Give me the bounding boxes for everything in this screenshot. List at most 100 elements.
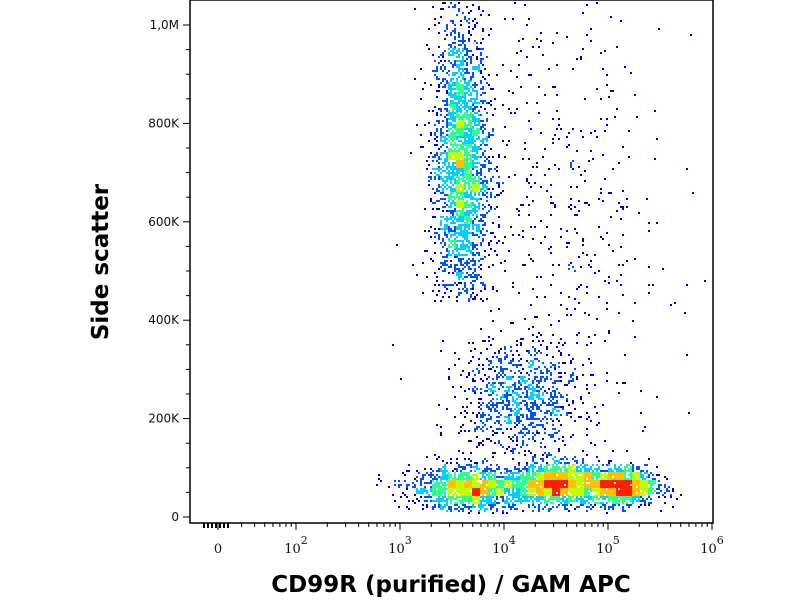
event-point [446,82,448,84]
event-point [474,234,476,236]
event-point [438,476,440,478]
event-point [442,506,444,508]
event-point [468,204,470,206]
event-point [434,192,436,194]
event-point [406,496,408,498]
event-point [576,494,578,496]
event-point [558,474,560,476]
event-point [450,92,452,94]
event-point [542,508,544,510]
event-point [452,230,454,232]
event-point [440,228,442,230]
event-point [460,192,462,194]
event-point [460,24,462,26]
event-point [468,218,470,220]
event-point [528,482,530,484]
event-point [456,462,458,464]
event-point [592,486,594,488]
event-point [650,486,652,488]
event-point [444,180,446,182]
event-point [518,210,520,212]
event-point [430,490,432,492]
event-point [444,202,446,204]
event-point [430,226,432,228]
event-point [426,456,428,458]
event-point [616,478,618,480]
event-point [462,246,464,248]
event-point [532,436,534,438]
event-point [436,424,438,426]
event-point [632,494,634,496]
event-point [448,178,450,180]
event-point [460,276,462,278]
event-point [454,508,456,510]
event-point [582,252,584,254]
event-point [550,414,552,416]
event-point [464,86,466,88]
event-point [512,364,514,366]
event-point [524,428,526,430]
event-point [606,232,608,234]
event-point [478,510,480,512]
event-point [552,488,554,490]
event-point [494,168,496,170]
event-point [510,70,512,72]
event-point [580,58,582,60]
event-point [530,396,532,398]
event-point [448,228,450,230]
event-point [580,492,582,494]
event-point [578,256,580,258]
event-point [516,468,518,470]
event-point [448,198,450,200]
event-point [452,216,454,218]
event-point [654,480,656,482]
event-point [620,206,622,208]
event-point [478,8,480,10]
event-point [444,506,446,508]
event-point [468,174,470,176]
event-point [546,492,548,494]
event-point [638,466,640,468]
event-point [504,352,506,354]
event-point [542,492,544,494]
event-point [450,100,452,102]
event-point [550,284,552,286]
event-point [550,246,552,248]
event-point [470,60,472,62]
event-point [458,288,460,290]
event-point [488,478,490,480]
event-point [554,494,556,496]
event-point [468,430,470,432]
event-point [636,500,638,502]
event-point [630,504,632,506]
event-point [442,216,444,218]
event-point [454,74,456,76]
event-point [454,134,456,136]
event-point [452,494,454,496]
event-point [470,114,472,116]
event-point [452,478,454,480]
event-point [424,82,426,84]
event-point [512,476,514,478]
event-point [648,480,650,482]
event-point [470,242,472,244]
event-point [448,118,450,120]
event-point [476,226,478,228]
event-point [478,128,480,130]
event-point [462,258,464,260]
event-point [498,184,500,186]
event-point [378,478,380,480]
event-point [448,156,450,158]
event-point [606,84,608,86]
event-point [468,502,470,504]
event-point [540,482,542,484]
event-point [478,64,480,66]
event-point [596,464,598,466]
event-point [480,290,482,292]
event-point [490,344,492,346]
event-point [472,496,474,498]
event-point [448,240,450,242]
event-point [478,442,480,444]
event-point [472,140,474,142]
event-point [506,488,508,490]
